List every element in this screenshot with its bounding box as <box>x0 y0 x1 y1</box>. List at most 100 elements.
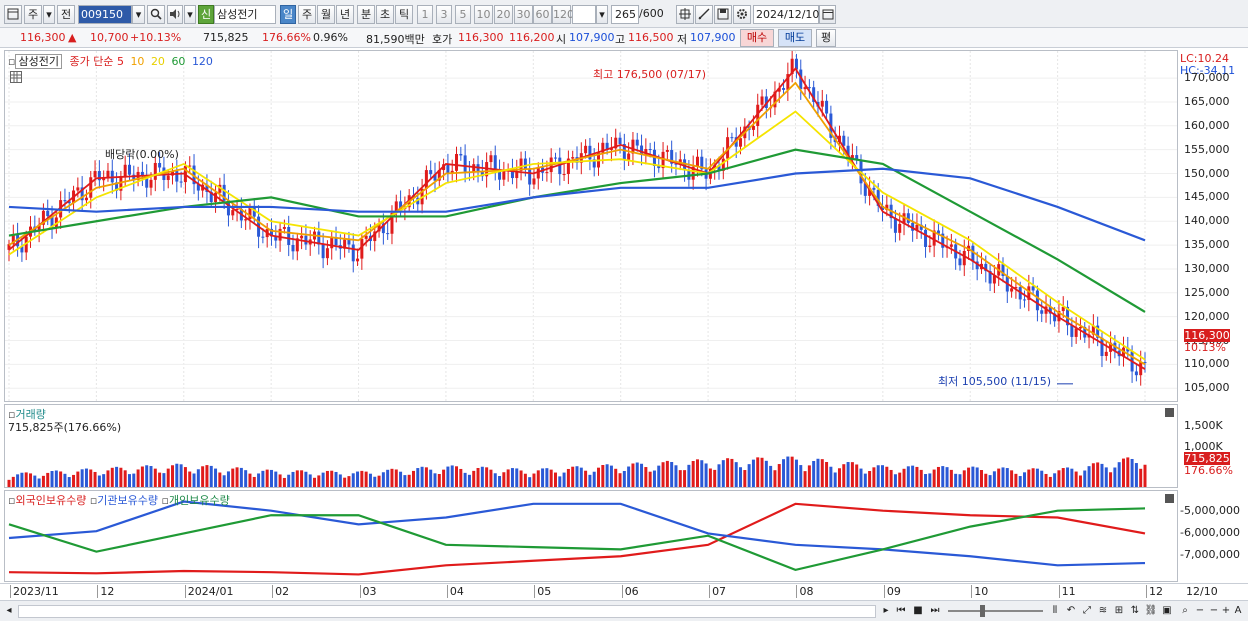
volume-bar <box>175 463 179 487</box>
volume-bar <box>222 475 226 487</box>
fit-icon[interactable]: ⤢ <box>1083 605 1091 616</box>
prev-button[interactable]: 전 <box>57 5 75 24</box>
holdings-line-institution <box>8 500 1146 567</box>
volume-bar <box>467 474 471 487</box>
save-icon[interactable] <box>714 5 732 24</box>
candle-body <box>592 159 596 168</box>
minute-5-button[interactable]: 5 <box>455 5 471 24</box>
candle-body <box>760 96 764 105</box>
speaker-dropdown-icon[interactable]: ▾ <box>184 5 196 24</box>
price-chart[interactable] <box>5 51 1177 401</box>
minute-120-button[interactable]: 120 <box>552 5 574 24</box>
trade-value: 81,590백만 <box>366 33 425 46</box>
volume-bar <box>661 462 665 487</box>
chart-scrollbar[interactable]: ◂ ▸ ⏮ ■ ⏭ ⫴ ↶ ⤢ ≋ ⊞ ⇅ ⛓ ▣ ⌕ − − + A <box>0 600 1248 621</box>
zoom-out-icon[interactable]: − <box>1195 605 1205 616</box>
minute-dropdown-icon[interactable]: ▾ <box>596 5 608 24</box>
volume-tick-1000k: 1,000K <box>1184 440 1223 453</box>
candle-body <box>971 245 975 262</box>
search-icon[interactable] <box>147 5 165 24</box>
period-tick-button[interactable]: 틱 <box>395 5 413 24</box>
zoom-slider[interactable] <box>948 610 1043 612</box>
volume-bar <box>764 460 768 487</box>
volume-bar <box>102 474 106 487</box>
minute-30-button[interactable]: 30 <box>514 5 533 24</box>
date-input[interactable]: 2024/12/10 <box>753 5 819 24</box>
minute-3-button[interactable]: 3 <box>436 5 452 24</box>
chevron-down-icon[interactable]: ▾ <box>43 5 55 24</box>
window-menu-icon[interactable] <box>4 5 22 24</box>
evaluation-button[interactable]: 평 <box>816 29 836 47</box>
scroll-right-icon[interactable]: ▸ <box>883 605 889 616</box>
x-axis-label: 05 <box>534 585 551 598</box>
undo-icon[interactable]: ↶ <box>1066 605 1076 616</box>
scroll-left-icon[interactable]: ◂ <box>6 605 12 616</box>
period-second-button[interactable]: 초 <box>376 5 394 24</box>
volume-bar <box>1010 470 1014 487</box>
table-toggle-icon[interactable] <box>10 71 22 83</box>
period-week-button[interactable]: 주 <box>298 5 316 24</box>
minute-20-button[interactable]: 20 <box>494 5 513 24</box>
volume-bar <box>515 468 519 487</box>
font-size-icon[interactable]: A <box>1234 605 1242 616</box>
split-icon[interactable]: ⫴ <box>1052 605 1058 616</box>
volume-panel[interactable]: ▫거래량 715,825주(176.66%) <box>4 404 1178 488</box>
link-icon[interactable]: ⛓ <box>1144 605 1158 616</box>
draw-line-icon[interactable] <box>695 5 713 24</box>
stock-code-input[interactable]: 009150 <box>78 5 132 24</box>
crosshair-icon[interactable] <box>676 5 694 24</box>
volume-bar <box>622 470 626 487</box>
minute-10-button[interactable]: 10 <box>474 5 493 24</box>
price-tick-label: 170,000 <box>1184 71 1230 85</box>
period-minute-button[interactable]: 분 <box>357 5 375 24</box>
holdings-chart[interactable] <box>5 491 1177 581</box>
holdings-tick-6m: -6,000,000 <box>1180 526 1240 539</box>
holdings-line-foreign <box>8 502 1146 576</box>
volume-bar <box>756 457 760 487</box>
minute-1-button[interactable]: 1 <box>417 5 433 24</box>
volume-bar <box>54 470 58 487</box>
minute-60-button[interactable]: 60 <box>533 5 552 24</box>
image-icon[interactable]: ▣ <box>1162 605 1172 616</box>
speaker-icon[interactable] <box>167 5 183 24</box>
scroll-track[interactable] <box>18 605 876 618</box>
stock-name-field[interactable]: 삼성전기 <box>214 5 276 24</box>
candle-icon[interactable]: ⊞ <box>1114 605 1124 616</box>
x-axis-label: 04 <box>446 585 464 598</box>
minus-icon[interactable]: − <box>1209 605 1219 616</box>
new-stock-badge[interactable]: 신 <box>198 5 214 24</box>
gear-icon[interactable] <box>733 5 751 24</box>
sort-icon[interactable]: ⇅ <box>1130 605 1140 616</box>
volume-bar <box>480 466 484 487</box>
candle-body <box>502 170 506 180</box>
period-day-button[interactable]: 일 <box>280 5 296 24</box>
candle-body <box>670 150 674 164</box>
count-input[interactable]: 265 <box>611 5 639 24</box>
period-year-button[interactable]: 년 <box>336 5 354 24</box>
close-icon[interactable] <box>1165 408 1174 417</box>
volume-bar <box>153 468 157 487</box>
holdings-panel[interactable]: ▫외국인보유수량 ▫기관보유수량 ▫개인보유수량 <box>4 490 1178 582</box>
rewind-icon[interactable]: ⏮ <box>896 605 906 616</box>
chart-type-icon[interactable]: ≋ <box>1098 605 1108 616</box>
chart-type-select[interactable]: 주 <box>24 5 42 24</box>
zoom-slider-handle[interactable] <box>980 605 985 617</box>
candle-body <box>915 224 919 231</box>
candle-body <box>532 178 536 185</box>
fast-forward-icon[interactable]: ⏭ <box>930 605 940 616</box>
sell-button[interactable]: 매도 <box>778 29 812 47</box>
price-chart-panel[interactable]: ▫ 삼성전기 종가 단순 5 10 20 60 120 최고 176,500 (0… <box>4 50 1178 402</box>
period-month-button[interactable]: 월 <box>317 5 335 24</box>
zoom-in-icon[interactable]: + <box>1221 605 1231 616</box>
volume-bar <box>239 467 243 487</box>
volume-bar <box>605 464 609 487</box>
volume-bar <box>463 472 467 487</box>
code-dropdown-icon[interactable]: ▾ <box>132 5 145 24</box>
zoom-search-icon[interactable]: ⌕ <box>1182 605 1188 616</box>
buy-button[interactable]: 매수 <box>740 29 774 47</box>
close-icon[interactable] <box>1165 494 1174 503</box>
stop-icon[interactable]: ■ <box>913 605 923 616</box>
volume-chart[interactable] <box>5 405 1177 487</box>
calendar-icon[interactable] <box>819 5 836 24</box>
minute-custom-input[interactable] <box>572 5 596 24</box>
